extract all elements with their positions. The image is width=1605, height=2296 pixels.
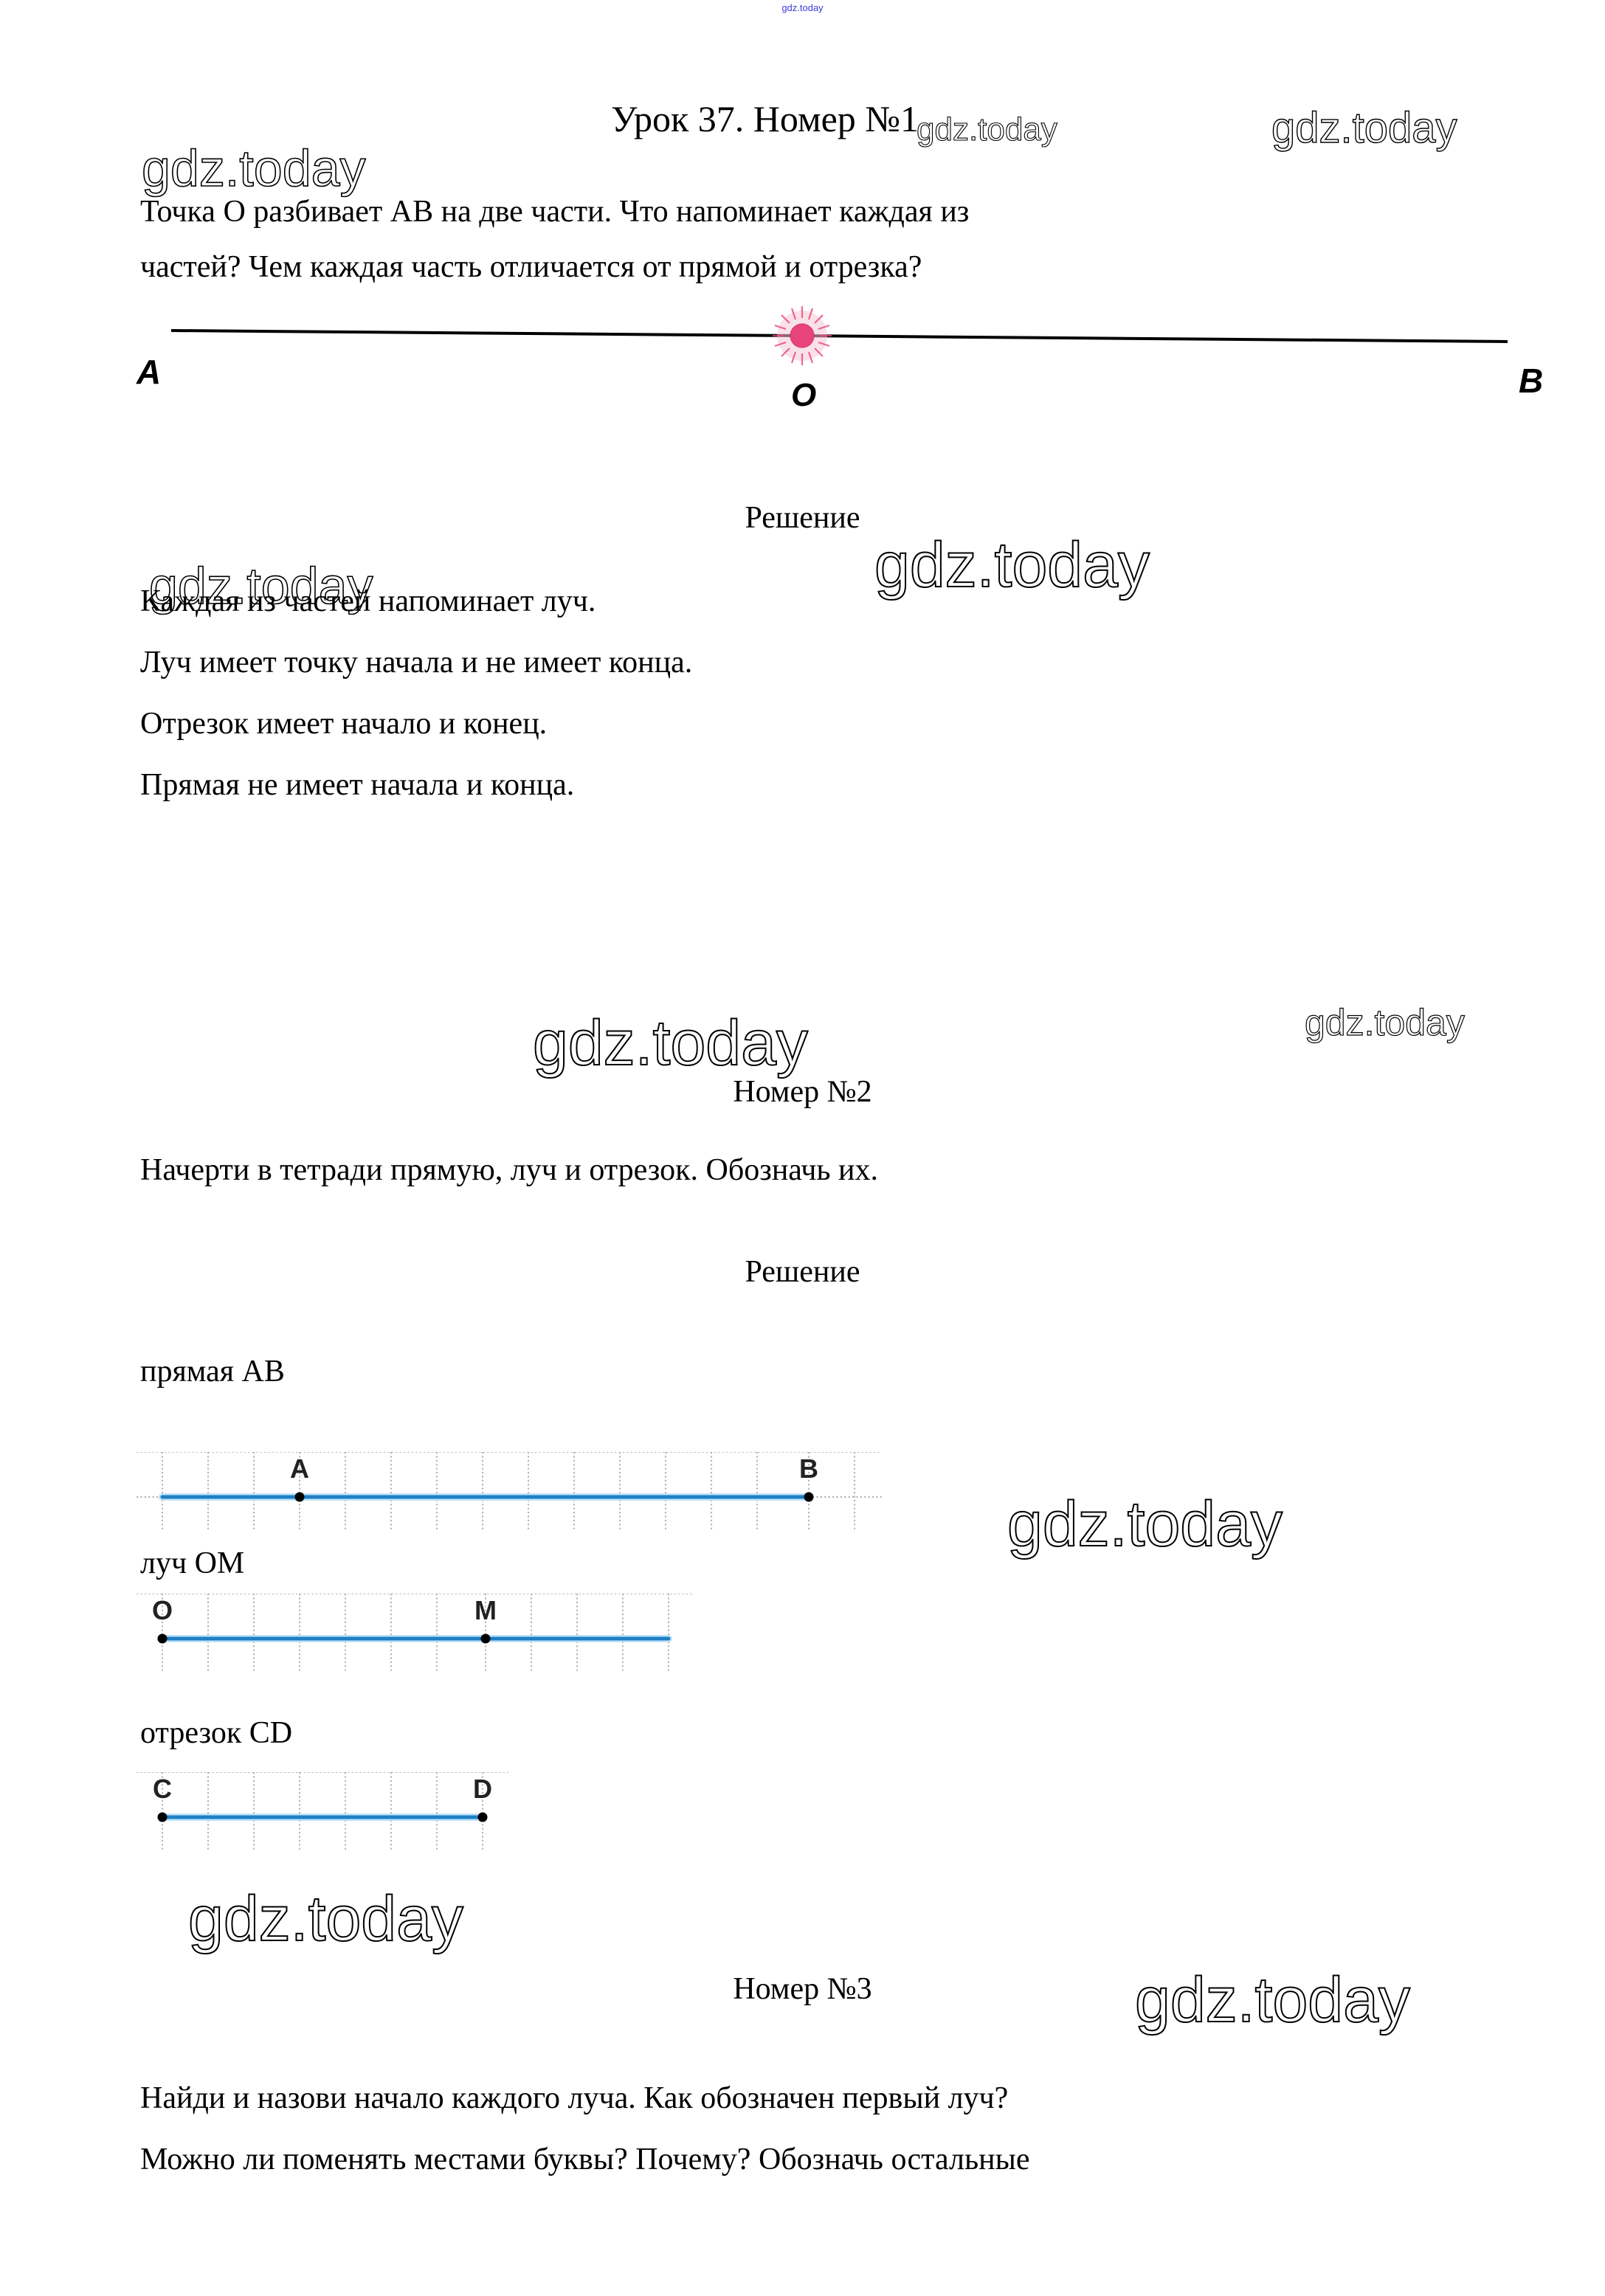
svg-text:gdz.today: gdz.today xyxy=(1007,1489,1283,1560)
svg-text:gdz.today: gdz.today xyxy=(1135,1965,1410,2036)
svg-text:O: O xyxy=(791,377,816,413)
svg-text:gdz.today: gdz.today xyxy=(533,1008,808,1079)
svg-text:O: O xyxy=(152,1595,173,1625)
svg-text:B: B xyxy=(1519,362,1543,400)
svg-text:B: B xyxy=(799,1453,818,1484)
svg-text:gdz.today: gdz.today xyxy=(917,111,1057,148)
svg-text:M: M xyxy=(474,1595,497,1625)
svg-text:C: C xyxy=(153,1774,172,1804)
svg-text:gdz.today: gdz.today xyxy=(188,1884,463,1954)
svg-text:A: A xyxy=(136,353,161,391)
svg-text:D: D xyxy=(473,1774,492,1804)
svg-text:gdz.today: gdz.today xyxy=(1305,1002,1465,1043)
svg-text:A: A xyxy=(290,1453,309,1484)
svg-text:gdz.today: gdz.today xyxy=(1271,104,1457,152)
